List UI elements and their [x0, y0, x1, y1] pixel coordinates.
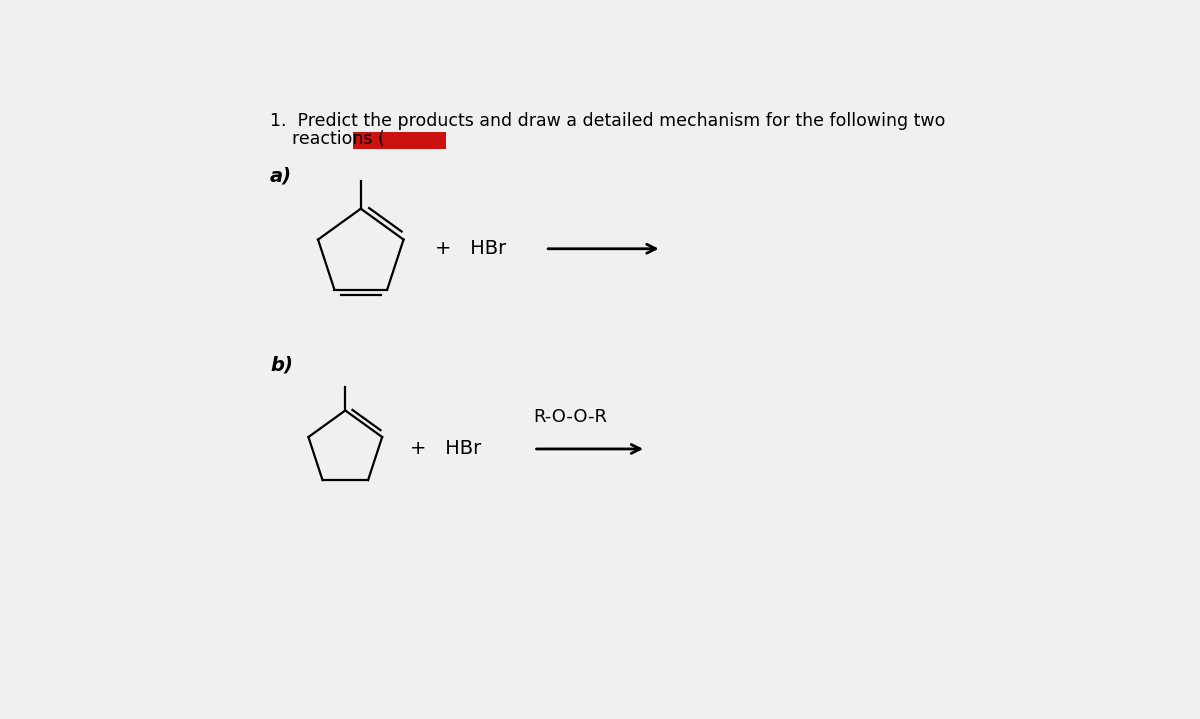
- Text: R-O-O-R: R-O-O-R: [534, 408, 607, 426]
- Text: 1.  Predict the products and draw a detailed mechanism for the following two: 1. Predict the products and draw a detai…: [270, 112, 946, 130]
- Text: b): b): [270, 355, 293, 374]
- Text: +   HBr: + HBr: [436, 239, 506, 258]
- Text: reactions (: reactions (: [270, 130, 385, 148]
- Text: a): a): [270, 166, 292, 186]
- Bar: [353, 132, 446, 150]
- Text: +   HBr: + HBr: [409, 439, 481, 459]
